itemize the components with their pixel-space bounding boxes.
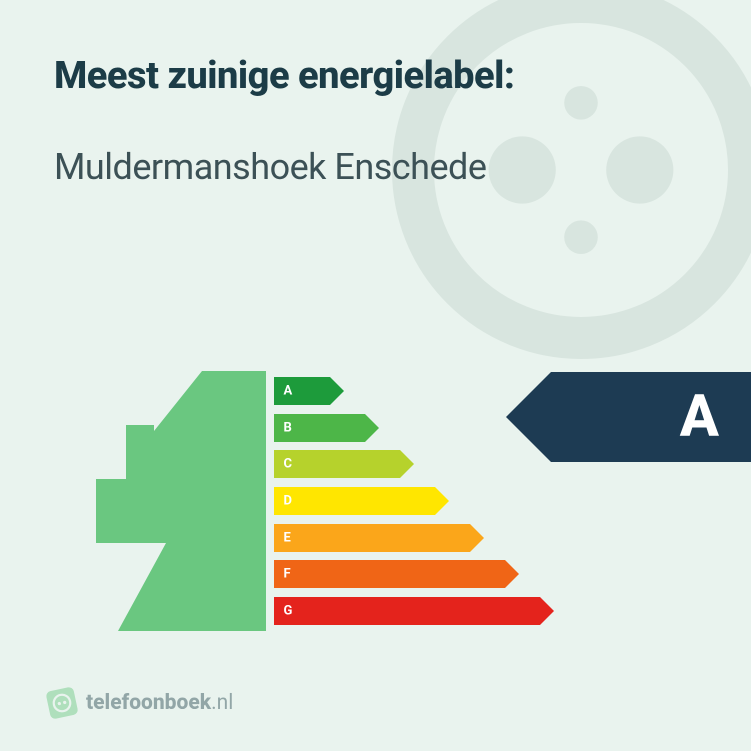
location-name: Muldermanshoek Enschede (54, 146, 703, 188)
energy-bar-label: A (284, 384, 293, 399)
energy-bar-label: F (284, 567, 291, 582)
energy-bar-label: E (284, 530, 291, 545)
card: Meest zuinige energielabel: Muldermansho… (0, 0, 751, 751)
energy-bar-label: C (284, 457, 293, 472)
energy-bar-f: F (274, 560, 656, 588)
energy-bar-g: G (274, 597, 656, 625)
page-title: Meest zuinige energielabel: (54, 54, 703, 98)
energy-bar-label: D (284, 493, 292, 508)
energy-bar-e: E (274, 524, 656, 552)
result-letter: A (680, 383, 719, 451)
energy-bar-label: B (284, 420, 292, 435)
footer-text: telefoonboek.nl (86, 691, 233, 715)
house-icon (96, 371, 266, 631)
footer-brand-rest: .nl (211, 691, 233, 715)
footer-brand: telefoonboek.nl (48, 689, 233, 717)
footer-brand-bold: telefoonboek (86, 691, 211, 715)
energy-bar-label: G (284, 603, 293, 618)
telefoonboek-icon (45, 686, 78, 719)
result-badge: A (506, 372, 751, 462)
energy-bar-d: D (274, 487, 656, 515)
